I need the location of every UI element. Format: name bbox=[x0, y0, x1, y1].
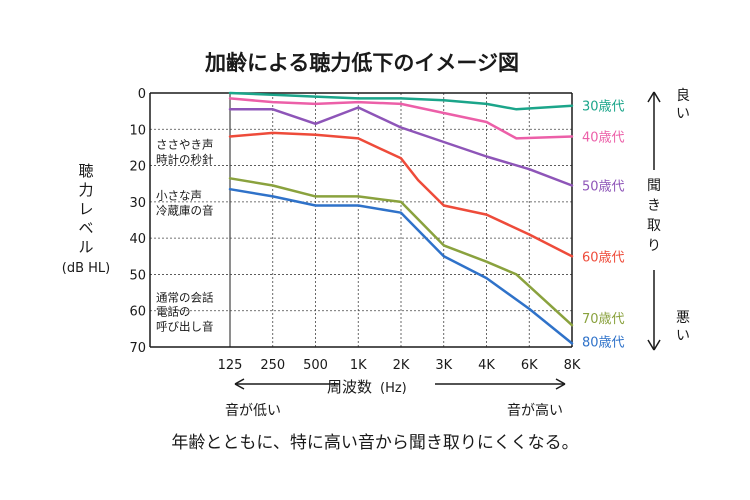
series-label: 80歳代 bbox=[582, 335, 625, 350]
y-tick-label: 0 bbox=[138, 87, 146, 102]
y-tick-label: 10 bbox=[129, 123, 146, 138]
x-tick-label: 250 bbox=[260, 358, 285, 373]
x-axis-label: 周波数 bbox=[327, 378, 372, 396]
annotation-text: 冷蔵庫の音 bbox=[156, 203, 214, 217]
annotation-text: 呼び出し音 bbox=[156, 319, 214, 333]
y-tick-label: 60 bbox=[129, 305, 146, 320]
x-tick-label: 3K bbox=[435, 358, 452, 373]
series-label: 60歳代 bbox=[582, 250, 625, 265]
caption: 年齢とともに、特に高い音から聞き取りにくくなる。 bbox=[171, 433, 578, 453]
x-tick-label: 125 bbox=[218, 358, 243, 373]
bottom-arrow-right bbox=[435, 378, 566, 390]
series-lines bbox=[228, 91, 574, 345]
right-axis-char: 聞 bbox=[647, 178, 661, 194]
right-axis-char: い bbox=[676, 328, 690, 344]
y-tick-labels: 0 10 20 30 40 50 60 70 bbox=[129, 87, 146, 356]
right-axis-char: 取 bbox=[647, 218, 661, 234]
y-tick-label: 50 bbox=[129, 268, 146, 283]
annotation-text: 時計の秒針 bbox=[156, 153, 214, 167]
annotation-text: ささやき声 bbox=[156, 138, 214, 152]
x-tick-label: 2K bbox=[393, 358, 410, 373]
annotation-text: 通常の会話 bbox=[156, 290, 214, 304]
series-label: 40歳代 bbox=[582, 131, 625, 146]
y-tick-label: 70 bbox=[129, 341, 146, 356]
x-tick-labels: 125 250 500 1K 2K 3K 4K 6K 8K bbox=[218, 358, 581, 373]
series-label: 50歳代 bbox=[582, 180, 625, 195]
series-label: 30歳代 bbox=[582, 100, 625, 115]
chart-grid bbox=[149, 92, 573, 348]
x-tick-label: 500 bbox=[303, 358, 328, 373]
right-axis-char: り bbox=[647, 238, 661, 254]
series-line bbox=[228, 106, 574, 187]
annotation-text: 電話の bbox=[156, 304, 191, 318]
series-line bbox=[228, 91, 574, 111]
y-axis-label-char: 力 bbox=[78, 181, 93, 199]
bottom-arrow-left bbox=[234, 378, 340, 390]
series-line bbox=[228, 97, 574, 140]
x-tick-label: 8K bbox=[564, 358, 581, 373]
x-tick-label: 6K bbox=[521, 358, 538, 373]
low-sound-label: 音が低い bbox=[225, 402, 281, 419]
series-line bbox=[228, 187, 574, 345]
page-title: 加齢による聴力低下のイメージ図 bbox=[204, 51, 519, 75]
y-tick-label: 20 bbox=[129, 160, 146, 175]
x-axis-unit: (Hz) bbox=[380, 381, 407, 396]
x-tick-label: 4K bbox=[478, 358, 495, 373]
series-line bbox=[228, 177, 574, 327]
right-axis-char: い bbox=[676, 106, 690, 122]
y-tick-label: 40 bbox=[129, 232, 146, 247]
series-line bbox=[228, 131, 574, 258]
y-axis-label-char: ベ bbox=[78, 219, 93, 237]
right-axis-char: 良 bbox=[676, 88, 690, 104]
right-arrow bbox=[646, 91, 662, 351]
y-axis-label-char: 聴 bbox=[78, 162, 93, 180]
high-sound-label: 音が高い bbox=[507, 402, 563, 419]
series-labels: 30歳代 40歳代 50歳代 60歳代 70歳代 80歳代 bbox=[582, 100, 625, 351]
y-tick-label: 30 bbox=[129, 196, 146, 211]
series-label: 70歳代 bbox=[582, 312, 625, 327]
x-tick-label: 1K bbox=[350, 358, 367, 373]
right-axis-char: 悪 bbox=[676, 310, 690, 326]
y-axis-label-char: ル bbox=[78, 238, 93, 256]
annotation-text: 小さな声 bbox=[156, 188, 202, 202]
y-axis-label-char: レ bbox=[78, 200, 93, 218]
right-axis-char: き bbox=[647, 198, 661, 214]
y-axis-unit: (dB HL) bbox=[62, 261, 110, 276]
